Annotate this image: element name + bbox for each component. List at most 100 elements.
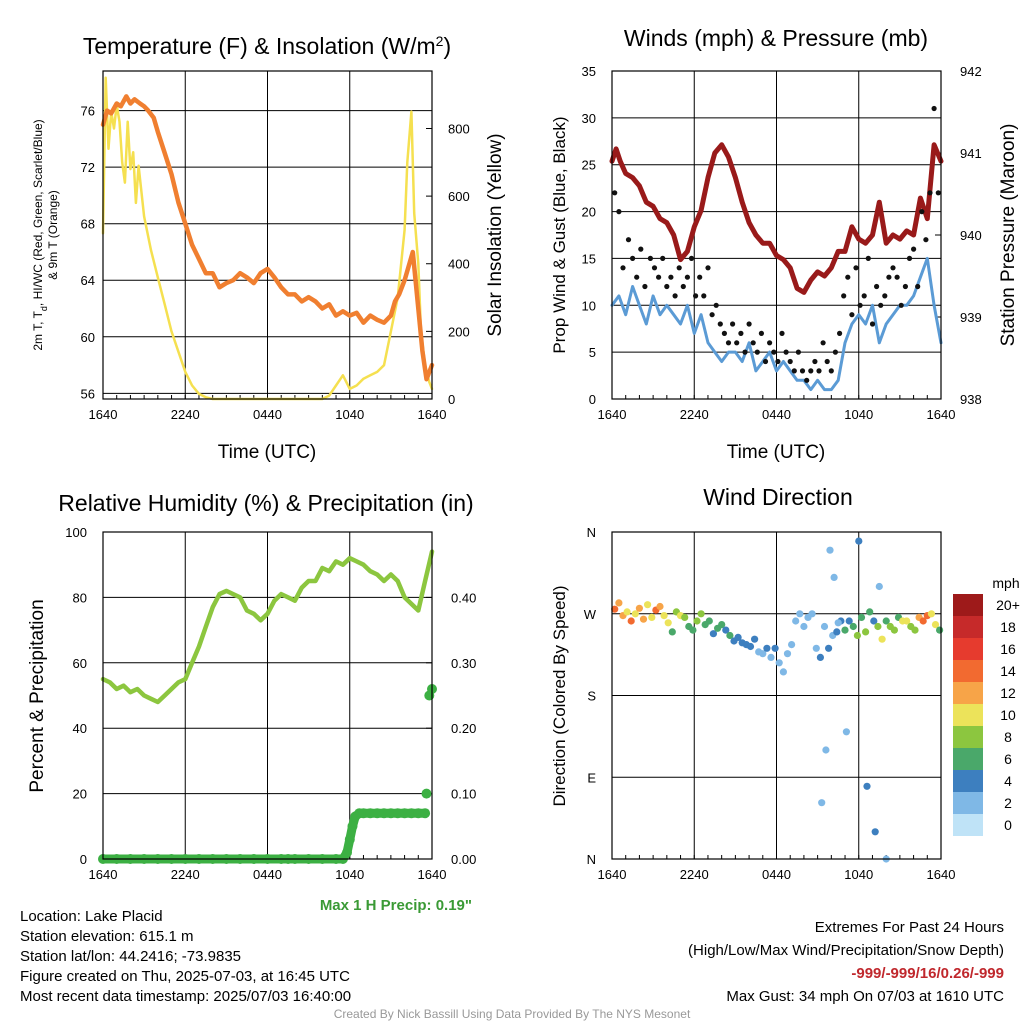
direction-point bbox=[639, 615, 648, 623]
direction-point bbox=[820, 622, 829, 631]
max-precip-annotation: Max 1 H Precip: 0.19" bbox=[320, 897, 472, 914]
gust-point bbox=[799, 368, 806, 374]
colorbar-label: 20+ bbox=[996, 597, 1020, 613]
direction-point bbox=[857, 613, 866, 622]
plot-frame bbox=[102, 531, 433, 860]
precipitation-point bbox=[342, 847, 352, 858]
gust-point bbox=[898, 302, 904, 308]
x-tick-label: 2240 bbox=[171, 867, 200, 882]
gust-point bbox=[775, 358, 781, 365]
y-axis-label: Percent & Precipitation bbox=[27, 599, 48, 792]
x-tick-label: 2240 bbox=[680, 407, 709, 422]
gust-point bbox=[676, 265, 682, 271]
y2-tick-label: 800 bbox=[448, 121, 470, 136]
direction-point bbox=[759, 650, 767, 658]
wind-speed-line bbox=[610, 256, 943, 392]
precipitation-point bbox=[420, 808, 431, 819]
x-tick-label: 0440 bbox=[253, 407, 282, 422]
gust-point bbox=[816, 368, 822, 374]
direction-point bbox=[845, 617, 853, 625]
direction-point bbox=[931, 621, 940, 629]
colorbar-title: mph bbox=[992, 575, 1019, 591]
direction-point bbox=[808, 610, 816, 618]
direction-point bbox=[853, 631, 862, 640]
y-axis-label: Prop Wind & Gust (Blue, Black) bbox=[550, 116, 569, 353]
chart-title: Temperature (F) & Insolation (W/m2) bbox=[83, 33, 451, 59]
gust-point bbox=[762, 358, 769, 365]
direction-point bbox=[870, 617, 878, 625]
plot-frame bbox=[102, 70, 433, 400]
gust-point bbox=[824, 358, 830, 365]
gust-point bbox=[660, 255, 666, 261]
y2-tick-label: 0.40 bbox=[451, 590, 476, 605]
direction-point bbox=[697, 610, 705, 618]
gust-point bbox=[771, 349, 777, 355]
location-text: Location: Lake Placid bbox=[20, 908, 163, 925]
x-tick-label: 1640 bbox=[418, 867, 447, 882]
precipitation-point bbox=[344, 834, 355, 845]
y-tick-label: 20 bbox=[582, 205, 596, 220]
colorbar-label: 16 bbox=[1000, 641, 1016, 657]
gust-point bbox=[820, 340, 826, 346]
y-tick-label: 56 bbox=[81, 386, 95, 401]
precipitation-point bbox=[406, 808, 417, 819]
direction-point bbox=[919, 617, 927, 625]
direction-point bbox=[734, 633, 742, 642]
direction-point bbox=[890, 626, 899, 634]
gust-point bbox=[693, 293, 699, 299]
precipitation-line bbox=[98, 808, 430, 864]
x-tick-label: 1040 bbox=[335, 407, 364, 422]
y-tick-label: 35 bbox=[582, 64, 596, 79]
y-tick-label: N bbox=[587, 525, 596, 540]
y-tick-label: 80 bbox=[73, 590, 87, 605]
gust-point bbox=[709, 312, 715, 318]
gust-point bbox=[697, 274, 703, 280]
gust-point bbox=[638, 246, 644, 252]
direction-point bbox=[830, 573, 838, 582]
gust-point bbox=[684, 274, 691, 280]
chart-title: Relative Humidity (%) & Precipitation (i… bbox=[58, 490, 473, 516]
gust-point bbox=[849, 312, 855, 318]
gust-point bbox=[882, 293, 888, 299]
direction-point bbox=[849, 622, 857, 631]
y2-tick-label: 400 bbox=[448, 257, 470, 272]
elevation-text: Station elevation: 615.1 m bbox=[20, 928, 194, 945]
extremes-title: Extremes For Past 24 Hours bbox=[814, 919, 1004, 936]
gust-point bbox=[634, 274, 640, 280]
gust-point bbox=[828, 368, 834, 374]
y2-tick-label: 600 bbox=[448, 189, 470, 204]
direction-point bbox=[631, 610, 639, 618]
y-tick-label: W bbox=[584, 607, 597, 622]
gust-point bbox=[808, 368, 814, 374]
y-tick-label: 60 bbox=[73, 656, 87, 671]
gust-point bbox=[664, 283, 670, 290]
direction-point bbox=[816, 653, 825, 662]
gust-point bbox=[915, 283, 921, 290]
gust-point bbox=[701, 293, 707, 299]
x-axis-label: Time (UTC) bbox=[727, 442, 826, 463]
direction-point bbox=[668, 628, 676, 636]
gust-point bbox=[787, 358, 793, 365]
precipitation-point bbox=[392, 808, 403, 819]
direction-point bbox=[862, 628, 870, 636]
y-tick-label: 60 bbox=[81, 330, 95, 345]
y2-tick-label: 941 bbox=[960, 146, 982, 161]
gust-point bbox=[680, 283, 686, 290]
x-tick-label: 1640 bbox=[598, 867, 627, 882]
direction-point bbox=[664, 619, 672, 627]
colorbar-swatch bbox=[953, 726, 983, 748]
y-tick-label: 100 bbox=[65, 525, 87, 540]
direction-point bbox=[718, 621, 726, 629]
direction-point bbox=[656, 602, 664, 611]
gust-point bbox=[911, 246, 917, 252]
y-tick-label: N bbox=[587, 852, 596, 867]
precipitation-point bbox=[379, 808, 389, 819]
x-tick-label: 1640 bbox=[927, 867, 956, 882]
direction-point bbox=[833, 628, 841, 636]
colorbar-swatch bbox=[953, 704, 983, 726]
credit-text: Created By Nick Bassill Using Data Provi… bbox=[333, 1007, 691, 1021]
temperature-9m-line bbox=[100, 94, 435, 382]
x-tick-label: 2240 bbox=[171, 407, 200, 422]
y-tick-label: 15 bbox=[582, 251, 596, 266]
gust-point bbox=[651, 265, 658, 271]
